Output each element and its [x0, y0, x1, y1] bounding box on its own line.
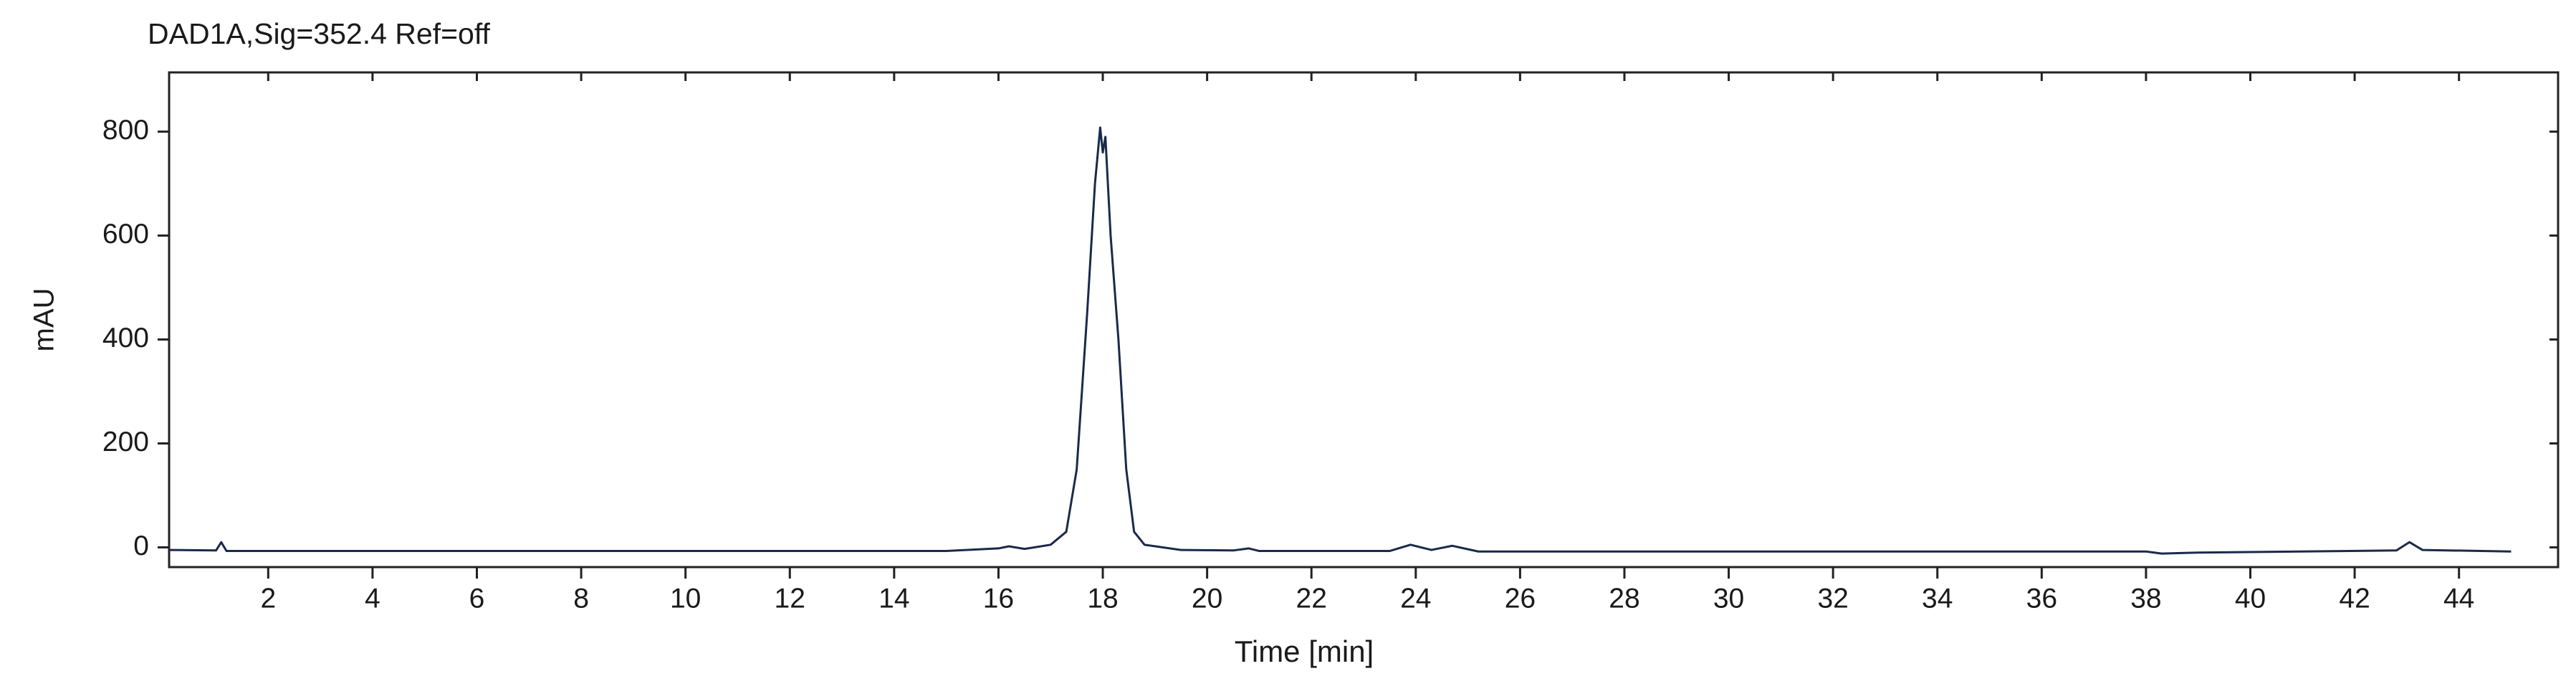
x-tick-label: 10	[670, 583, 701, 614]
x-tick-label: 42	[2339, 583, 2370, 614]
y-tick-label: 0	[133, 531, 149, 561]
x-tick-label: 44	[2443, 583, 2474, 614]
x-tick-label: 30	[1713, 583, 1744, 614]
x-tick-label: 32	[1817, 583, 1848, 614]
x-tick-label: 4	[365, 583, 380, 614]
x-tick-label: 40	[2235, 583, 2266, 614]
x-tick-label: 26	[1505, 583, 1536, 614]
y-tick-label: 200	[102, 427, 149, 457]
x-tick-label: 8	[573, 583, 589, 614]
signal-line	[168, 126, 2512, 555]
x-tick-label: 28	[1609, 583, 1639, 614]
x-tick-label: 34	[1922, 583, 1953, 614]
x-tick-label: 20	[1192, 583, 1222, 614]
x-tick-label: 2	[260, 583, 276, 614]
x-tick-label: 24	[1400, 583, 1431, 614]
y-tick-label: 400	[102, 323, 149, 353]
x-axis-label: Time [min]	[1235, 634, 1374, 668]
x-tick-label: 14	[878, 583, 909, 614]
x-tick-label: 12	[775, 583, 805, 614]
x-tick-label: 22	[1296, 583, 1327, 614]
x-tick-label: 18	[1087, 583, 1118, 614]
plot-frame	[168, 71, 2560, 569]
chart-title: DAD1A,Sig=352.4 Ref=off	[148, 17, 490, 50]
x-tick-label: 38	[2130, 583, 2161, 614]
x-tick-label: 16	[983, 583, 1014, 614]
y-axis-label: mAU	[29, 288, 60, 352]
y-tick-label: 800	[102, 115, 149, 146]
x-tick-label: 36	[2026, 583, 2057, 614]
y-tick-label: 600	[102, 219, 149, 249]
x-tick-label: 6	[469, 583, 485, 614]
